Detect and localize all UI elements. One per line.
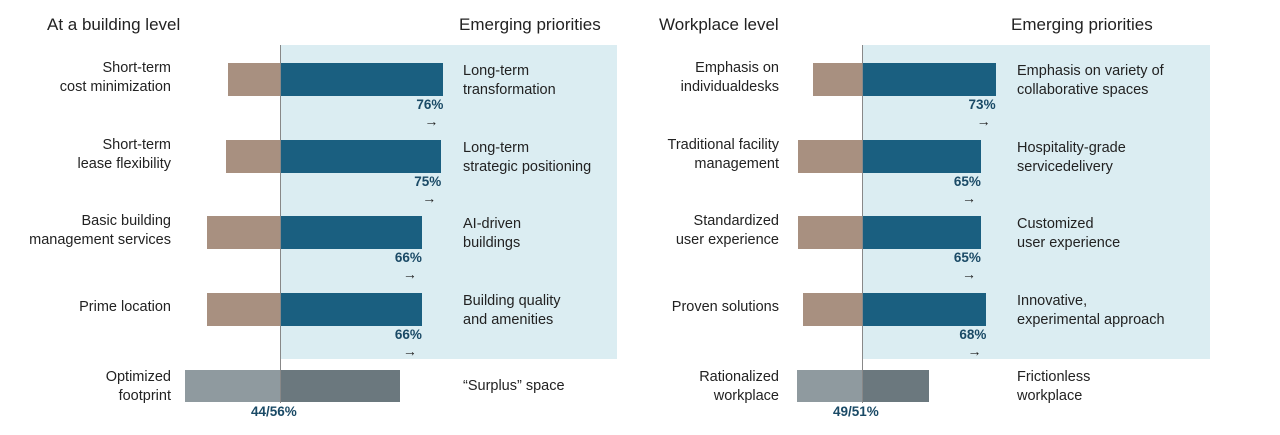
emerging-priorities-heading: Emerging priorities (1011, 15, 1153, 34)
arrow-icon: → (976, 113, 991, 129)
bar-emerging (862, 63, 996, 96)
data-label-percent: 65% (953, 174, 981, 189)
emerging-priorities-heading: Emerging priorities (459, 15, 601, 34)
row-label-emerging: Emphasis on variety of collaborative spa… (1017, 63, 1164, 98)
bar-emerging (280, 293, 422, 326)
row-label-emerging: AI-driven buildings (463, 216, 522, 251)
data-label-percent: 65% (953, 250, 981, 265)
bar-traditional (206, 293, 280, 326)
footprint-label-right: “Surplus” space (463, 378, 565, 394)
center-axis-line (280, 45, 281, 403)
chart-title: Workplace level (659, 15, 779, 34)
bar-footprint-left (185, 370, 280, 402)
row-label-emerging: Hospitality-grade servicedelivery (1017, 140, 1126, 175)
arrow-icon: → (422, 190, 437, 206)
arrow-icon: → (961, 190, 976, 206)
bar-traditional (206, 216, 280, 249)
bar-footprint-left (797, 370, 862, 402)
bar-emerging (862, 293, 987, 326)
row-label-emerging: Building quality and amenities (463, 293, 561, 328)
bar-footprint-right (862, 370, 930, 402)
arrow-icon: → (424, 113, 439, 129)
row-label-traditional: Standardized user experience (675, 212, 779, 248)
bar-emerging (862, 140, 981, 173)
bar-emerging (280, 63, 444, 96)
chart-title: At a building level (47, 15, 181, 34)
bar-emerging (280, 140, 442, 173)
data-label-percent: 68% (959, 327, 987, 342)
row-label-traditional: Traditional facility management (667, 136, 779, 172)
bar-traditional (228, 63, 280, 96)
row-label-traditional: Emphasis on individualdesks (680, 59, 779, 95)
row-label-traditional: Short-term cost minimization (59, 59, 171, 95)
bar-traditional (226, 140, 280, 173)
bar-emerging (280, 216, 422, 249)
arrow-icon: → (967, 343, 982, 359)
data-label-percent: 75% (414, 174, 442, 189)
row-label-traditional: Basic building management services (29, 212, 171, 248)
bar-footprint-right (280, 370, 401, 402)
arrow-icon: → (402, 266, 417, 282)
row-label-emerging: Customized user experience (1017, 216, 1121, 251)
bar-emerging (862, 216, 981, 249)
row-label-emerging: Innovative, experimental approach (1017, 293, 1165, 328)
row-label-traditional: Proven solutions (671, 299, 779, 315)
footprint-label-left: Rationalized workplace (699, 369, 779, 404)
row-label-emerging: Long-term strategic positioning (463, 140, 592, 175)
bar-traditional (803, 293, 862, 326)
arrow-icon: → (402, 343, 417, 359)
arrow-icon: → (961, 266, 976, 282)
data-label-percent: 66% (394, 327, 422, 342)
row-label-traditional: Short-term lease flexibility (77, 136, 172, 172)
data-label-percent: 76% (416, 97, 444, 112)
bar-traditional (797, 140, 862, 173)
bar-traditional (812, 63, 862, 96)
center-axis-line (862, 45, 863, 403)
row-label-traditional: Prime location (79, 299, 171, 315)
footprint-split-label: 44/56% (251, 404, 297, 419)
row-label-emerging: Long-term transformation (463, 63, 556, 98)
data-label-percent: 73% (968, 97, 996, 112)
footprint-label-right: Frictionless workplace (1017, 369, 1091, 404)
data-label-percent: 66% (394, 250, 422, 265)
footprint-label-left: Optimized footprint (105, 369, 171, 404)
bar-traditional (797, 216, 862, 249)
footprint-split-label: 49/51% (833, 404, 879, 419)
